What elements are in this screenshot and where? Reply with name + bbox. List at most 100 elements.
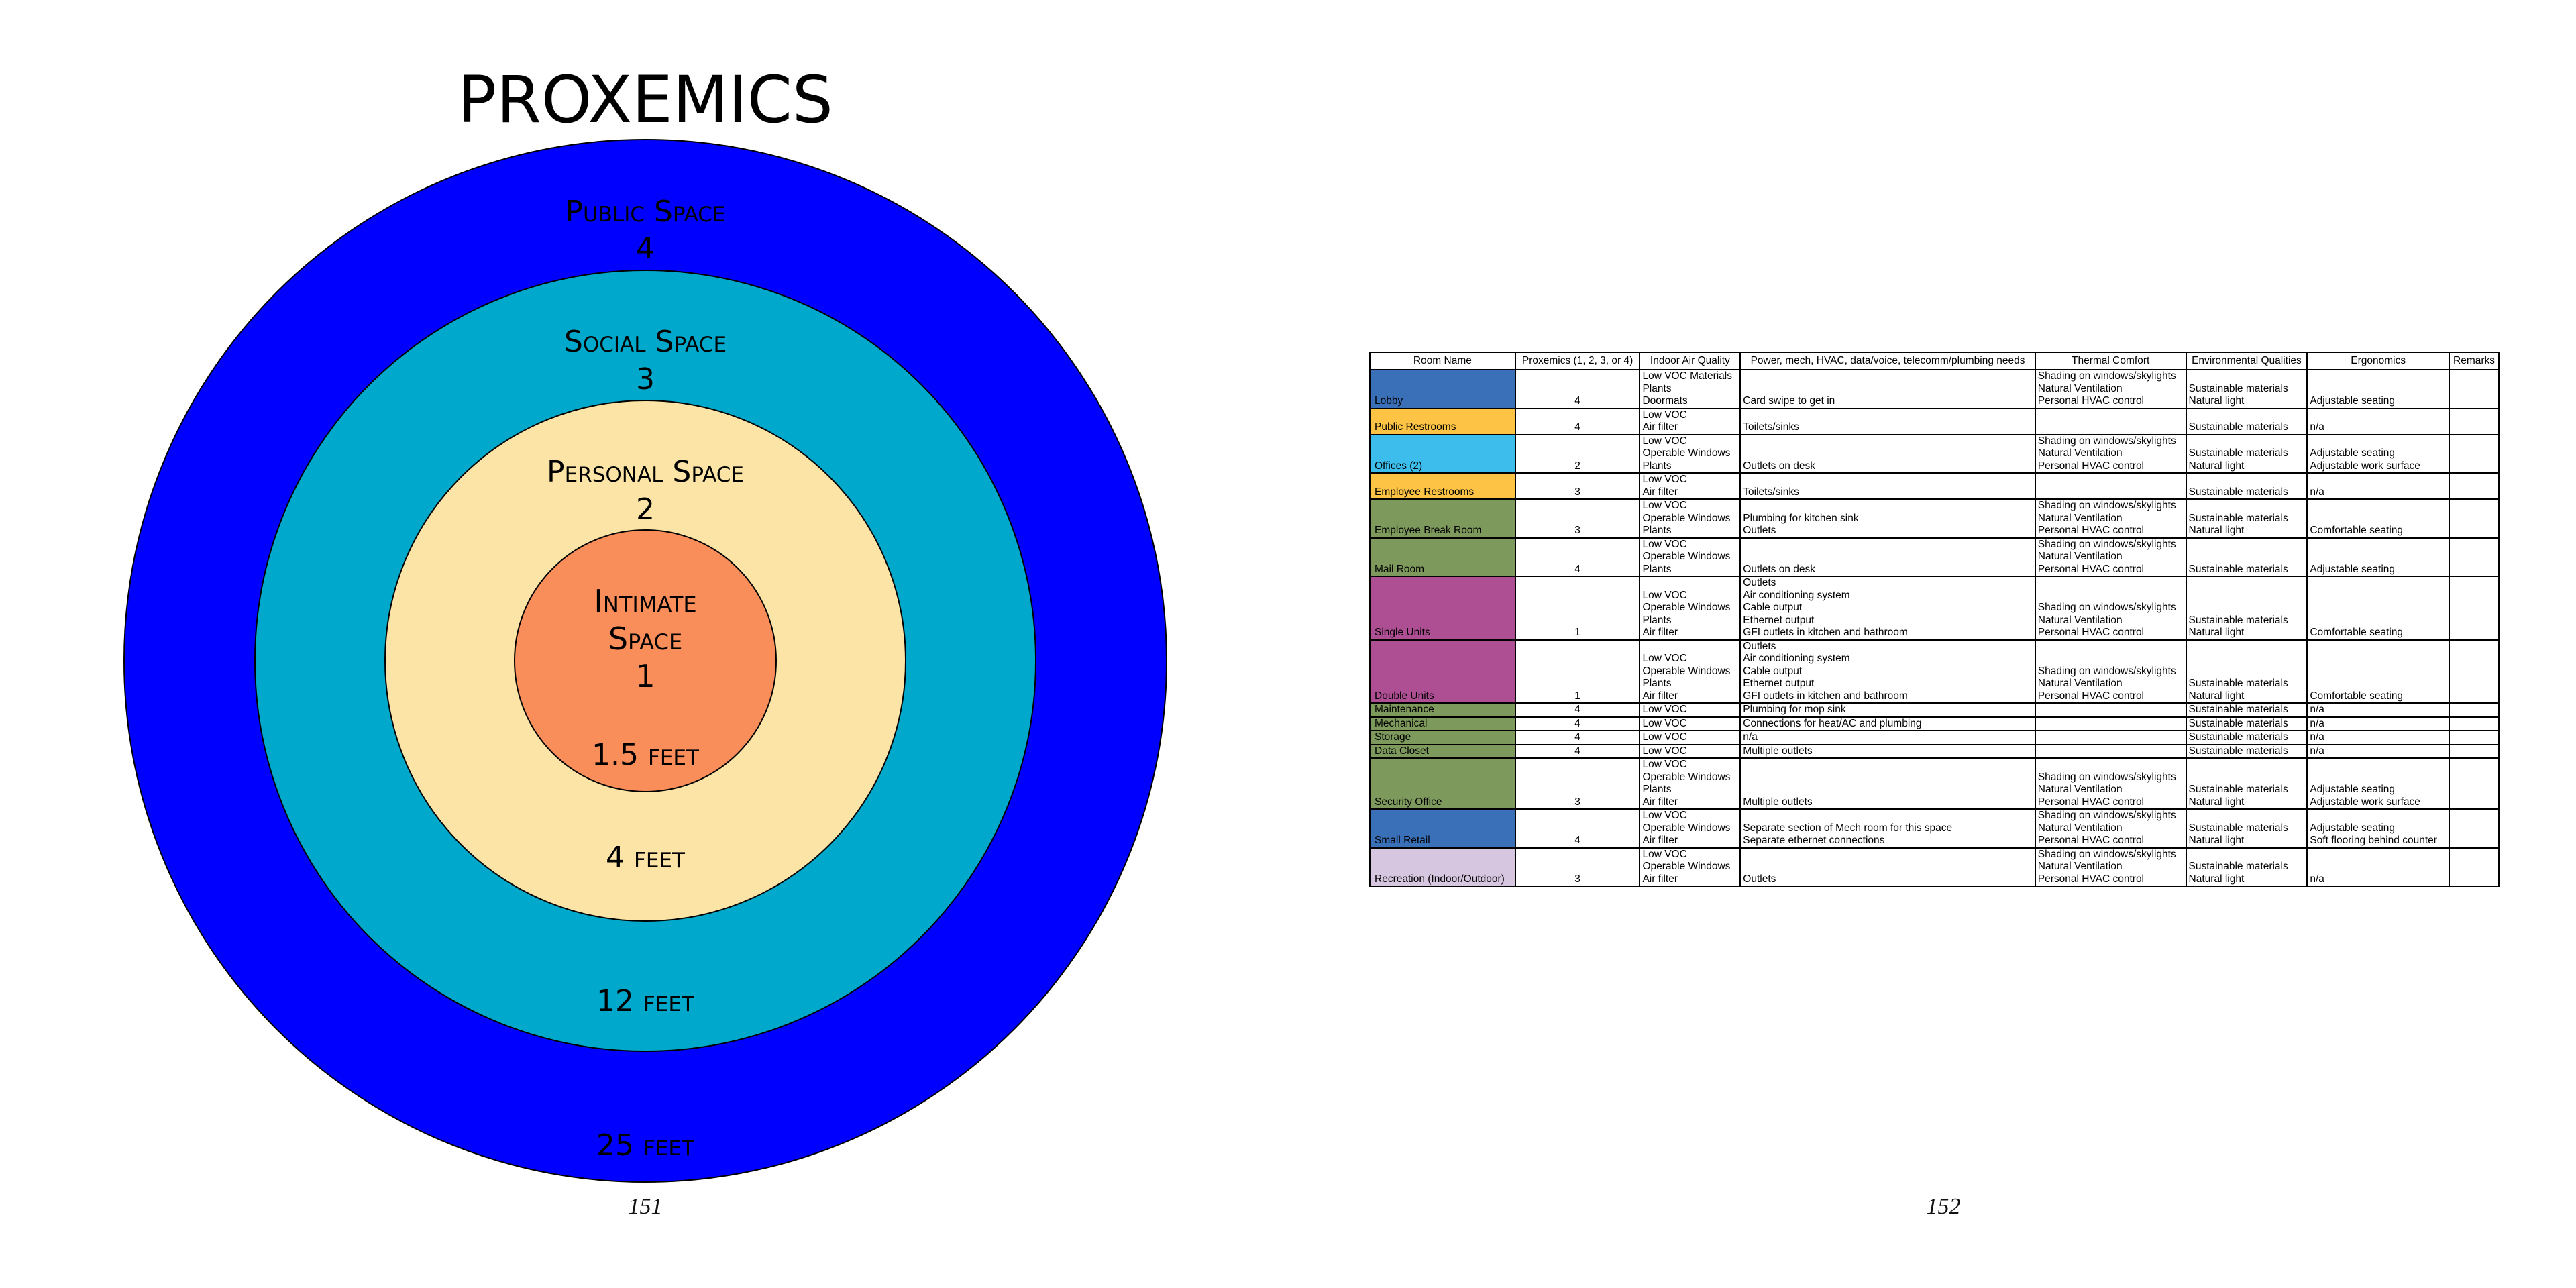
public-space-number: 4 [636, 231, 655, 266]
cell-line: Natural light [2188, 835, 2245, 846]
cell-room-name: Recreation (Indoor/Outdoor) [1369, 847, 1516, 887]
cell-line: Adjustable work surface [2310, 796, 2420, 808]
cell-thermal-comfort: Shading on windows/skylights Natural Vent… [2034, 808, 2187, 849]
cell-room-name: Lobby [1369, 369, 1516, 409]
cell-line: Sustainable materials [2188, 731, 2288, 743]
cell-power-mech: Outlets [1739, 847, 2036, 887]
cell-line: Personal HVAC control [2037, 627, 2145, 638]
cell-thermal-comfort: Shading on windows/skylights Natural Vent… [2034, 847, 2187, 887]
table-row: Recreation (Indoor/Outdoor) 3 Low VOC Opera… [1369, 847, 2500, 887]
cell-remarks [2449, 537, 2500, 577]
cell-power-mech: Multiple outlets [1739, 743, 2036, 759]
cell-line: Cable output [1743, 665, 1803, 677]
cell-proxemics: 4 [1514, 716, 1641, 731]
room-needs-table-container: Room Name Proxemics (1, 2, 3, or 4) Indo… [1369, 352, 2500, 887]
cell-room-name: Double Units [1369, 639, 1516, 704]
cell-power-mech: Separate section of Mech room for this s… [1739, 808, 2036, 849]
header-remarks: Remarks [2449, 352, 2500, 370]
cell-environmental-qualities: Sustainable materials Natural light [2185, 576, 2308, 641]
cell-remarks [2449, 808, 2500, 849]
cell-power-mech: Outlets on desk [1739, 433, 2036, 474]
cell-line: Shading on windows/skylights [2037, 810, 2176, 821]
cell-proxemics: 3 [1514, 472, 1641, 500]
cell-line: Air filter [1642, 421, 1678, 433]
cell-indoor-air-quality: Low VOC Operable Windows Plants [1639, 498, 1741, 539]
cell-line: Operable Windows [1642, 512, 1731, 524]
table-row: Employee Restrooms 3 Low VOC Air filter Toil… [1369, 472, 2500, 500]
cell-line: Natural light [2188, 460, 2245, 472]
table-row: Lobby 4 Low VOC Materials Plants Doormats Car… [1369, 369, 2500, 409]
cell-remarks [2449, 433, 2500, 474]
cell-power-mech: Multiple outlets [1739, 757, 2036, 810]
cell-ergonomics: n/a [2306, 407, 2451, 435]
cell-indoor-air-quality: Low VOC Operable Windows Plants Air filter [1639, 757, 1741, 810]
cell-ergonomics: Comfortable seating [2306, 576, 2451, 641]
cell-line: Air filter [1642, 873, 1678, 885]
table-row: Data Closet 4 Low VOC Multiple outlets Susta… [1369, 743, 2500, 759]
cell-line: Low VOC [1642, 745, 1687, 757]
diagram-title: PROXEMICS [458, 62, 833, 138]
cell-line: Personal HVAC control [2037, 690, 2145, 702]
table-row: Mail Room 4 Low VOC Operable Windows Plants O… [1369, 537, 2500, 577]
cell-environmental-qualities: Sustainable materials [2185, 472, 2308, 500]
cell-environmental-qualities: Sustainable materials Natural light [2185, 433, 2308, 474]
cell-environmental-qualities: Sustainable materials Natural light [2185, 369, 2308, 409]
cell-indoor-air-quality: Low VOC [1639, 730, 1741, 745]
cell-line: Natural light [2188, 395, 2245, 407]
cell-line: Adjustable seating [2310, 563, 2396, 575]
cell-line: Sustainable materials [2188, 861, 2288, 872]
cell-proxemics: 4 [1514, 702, 1641, 718]
cell-environmental-qualities: Sustainable materials [2185, 716, 2308, 731]
cell-indoor-air-quality: Low VOC Materials Plants Doormats [1639, 369, 1741, 409]
cell-proxemics: 4 [1514, 407, 1641, 435]
header-ergonomics: Ergonomics [2306, 352, 2451, 370]
cell-indoor-air-quality: Low VOC Operable Windows Air filter [1639, 808, 1741, 849]
cell-power-mech: Toilets/sinks [1739, 407, 2036, 435]
cell-line: Plants [1642, 678, 1672, 689]
cell-line: Sustainable materials [2188, 704, 2288, 715]
social-space-number: 3 [636, 362, 655, 396]
cell-line: Low VOC [1642, 731, 1687, 743]
cell-line: Outlets [1743, 873, 1776, 885]
cell-line: Natural Ventilation [2037, 614, 2123, 626]
cell-thermal-comfort: Shading on windows/skylights Natural Vent… [2034, 537, 2187, 577]
cell-line: Natural Ventilation [2037, 822, 2123, 834]
cell-line: Sustainable materials [2188, 678, 2288, 689]
cell-ergonomics: Comfortable seating [2306, 639, 2451, 704]
cell-line: Sustainable materials [2188, 512, 2288, 524]
cell-line: Low VOC [1642, 500, 1687, 511]
cell-line: Air conditioning system [1743, 653, 1850, 664]
cell-line: Plants [1642, 614, 1672, 626]
left-page-number: 151 [628, 1194, 663, 1219]
intimate-space-label-line2: Space [608, 621, 682, 657]
cell-proxemics: 3 [1514, 847, 1641, 887]
cell-power-mech: Outlets Air conditioning system Cable outp… [1739, 639, 2036, 704]
personal-distance-label: 4 feet [606, 841, 686, 875]
cell-line: Card swipe to get in [1743, 395, 1835, 407]
right-page-number: 152 [1926, 1194, 1961, 1219]
header-environmental-qualities: Environmental Qualities [2185, 352, 2308, 370]
cell-line: Doormats [1642, 395, 1688, 407]
table-header-row: Room Name Proxemics (1, 2, 3, or 4) Indo… [1369, 352, 2500, 370]
cell-line: Air filter [1642, 835, 1678, 846]
cell-line: Air filter [1642, 627, 1678, 638]
cell-line: Sustainable materials [2188, 717, 2288, 729]
cell-line: Natural Ventilation [2037, 551, 2123, 562]
cell-line: Natural Ventilation [2037, 512, 2123, 524]
cell-indoor-air-quality: Low VOC [1639, 743, 1741, 759]
cell-environmental-qualities: Sustainable materials Natural light [2185, 808, 2308, 849]
cell-line: n/a [2310, 745, 2324, 757]
header-thermal-comfort: Thermal Comfort [2034, 352, 2187, 370]
cell-thermal-comfort: Shading on windows/skylights Natural Vent… [2034, 498, 2187, 539]
cell-proxemics: 4 [1514, 730, 1641, 745]
cell-ergonomics: n/a [2306, 716, 2451, 731]
header-room-name: Room Name [1369, 352, 1516, 370]
cell-room-name: Small Retail [1369, 808, 1516, 849]
cell-room-name: Security Office [1369, 757, 1516, 810]
cell-proxemics: 1 [1514, 639, 1641, 704]
cell-proxemics: 2 [1514, 433, 1641, 474]
cell-ergonomics: n/a [2306, 702, 2451, 718]
cell-line: Plants [1642, 382, 1672, 394]
cell-line: Sustainable materials [2188, 447, 2288, 459]
cell-proxemics: 4 [1514, 369, 1641, 409]
